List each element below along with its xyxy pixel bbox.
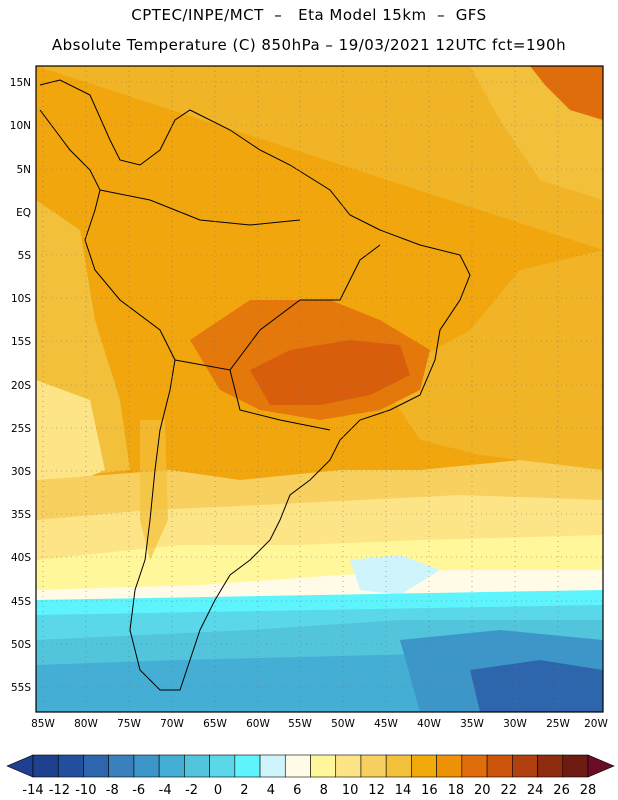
colorbar-tick-label: 6 — [293, 783, 301, 798]
colorbar-swatch — [360, 754, 387, 778]
colorbar-swatch — [486, 754, 513, 778]
colorbar-swatch — [108, 754, 135, 778]
colorbar-max-arrow — [587, 754, 615, 778]
colorbar-swatch — [234, 754, 261, 778]
lon-label: 20W — [584, 718, 608, 730]
lon-label: 50W — [331, 718, 355, 730]
lat-label: 15S — [11, 336, 31, 348]
colorbar-swatch — [83, 754, 109, 778]
colorbar-tick-label: 10 — [342, 783, 359, 798]
lon-label: 55W — [288, 718, 312, 730]
colorbar-tick-label: 28 — [580, 783, 597, 798]
colorbar-swatch — [436, 754, 463, 778]
coastlines — [39, 79, 471, 691]
lon-label: 45W — [374, 718, 398, 730]
colorbar-min-arrow — [6, 754, 34, 778]
lat-label: 40S — [11, 552, 31, 564]
map-frame — [35, 65, 604, 713]
colorbar-swatch — [133, 754, 160, 778]
colorbar-tick-label: 8 — [320, 783, 328, 798]
lon-label: 65W — [203, 718, 227, 730]
lon-label: 35W — [460, 718, 484, 730]
colorbar-tick-label: 20 — [474, 783, 491, 798]
colorbar-swatch — [32, 754, 59, 778]
colorbar-swatch — [335, 754, 362, 778]
chart-title-line-2: Absolute Temperature (C) 850hPa – 19/03/… — [51, 36, 567, 54]
lat-label: 10S — [11, 293, 31, 305]
colorbar-tick-label: -14 — [22, 783, 43, 798]
lon-label: 80W — [74, 718, 98, 730]
lat-label: EQ — [16, 207, 31, 219]
colorbar-swatch — [57, 754, 84, 778]
colorbar-swatch — [184, 754, 210, 778]
colorbar-tick-label: -2 — [185, 783, 198, 798]
colorbar-swatch — [385, 754, 412, 778]
colorbar-tick-label: -8 — [106, 783, 119, 798]
lon-axis: 85W 80W 75W 70W 65W 60W 55W 50W 45W 40W … — [31, 718, 608, 730]
colorbar-tick-label: 16 — [421, 783, 438, 798]
lat-label: 50S — [11, 639, 31, 651]
colorbar-tick-label: -12 — [49, 783, 70, 798]
colorbar-swatch — [537, 754, 564, 778]
colorbar-tick-label: 12 — [368, 783, 385, 798]
colorbar-tick-label: 2 — [240, 783, 248, 798]
colorbar-swatch — [284, 754, 311, 778]
colorbar-tick-label: -4 — [159, 783, 172, 798]
lon-label: 25W — [546, 718, 570, 730]
lon-label: 70W — [160, 718, 184, 730]
colorbar-swatch — [310, 754, 337, 778]
lon-label: 40W — [417, 718, 441, 730]
colorbar-tick-label: 14 — [395, 783, 412, 798]
temperature-field — [36, 66, 603, 712]
colorbar-tick-label: 0 — [214, 783, 222, 798]
colorbar: -14 -12 -10 -8 -6 -4 -2 0 2 4 6 8 10 12 14 16 18 20 22 24 26… — [6, 754, 615, 798]
colorbar-tick-label: -10 — [75, 783, 96, 798]
lat-label: 35S — [11, 509, 31, 521]
colorbar-tick-label: 4 — [267, 783, 275, 798]
lat-label: 30S — [11, 466, 31, 478]
lat-label: 5N — [16, 164, 31, 176]
lat-label: 25S — [11, 423, 31, 435]
chart-title-line-1: CPTEC/INPE/MCT – Eta Model 15km – GFS — [131, 6, 487, 24]
lat-label: 20S — [11, 380, 31, 392]
lat-label: 15N — [10, 77, 31, 89]
colorbar-swatch — [411, 754, 437, 778]
colorbar-swatch — [259, 754, 286, 778]
lon-label: 75W — [117, 718, 141, 730]
colorbar-tick-label: 24 — [527, 783, 544, 798]
colorbar-swatch — [158, 754, 185, 778]
colorbar-swatch — [209, 754, 236, 778]
colorbar-tick-label: 26 — [553, 783, 570, 798]
colorbar-tick-label: 18 — [448, 783, 465, 798]
lat-label: 5S — [18, 250, 32, 262]
lat-label: 55S — [11, 682, 31, 694]
lat-label: 45S — [11, 596, 31, 608]
lat-axis: 15N 10N 5N EQ 5S 10S 15S 20S 25S 30S 35S… — [10, 77, 32, 694]
lon-label: 60W — [246, 718, 270, 730]
lon-label: 30W — [503, 718, 527, 730]
colorbar-swatch — [461, 754, 488, 778]
colorbar-tick-label: 22 — [500, 783, 517, 798]
colorbar-swatch — [512, 754, 538, 778]
colorbar-tick-label: -6 — [132, 783, 145, 798]
lon-label: 85W — [31, 718, 55, 730]
lat-label: 10N — [10, 120, 31, 132]
colorbar-swatch — [562, 754, 589, 778]
